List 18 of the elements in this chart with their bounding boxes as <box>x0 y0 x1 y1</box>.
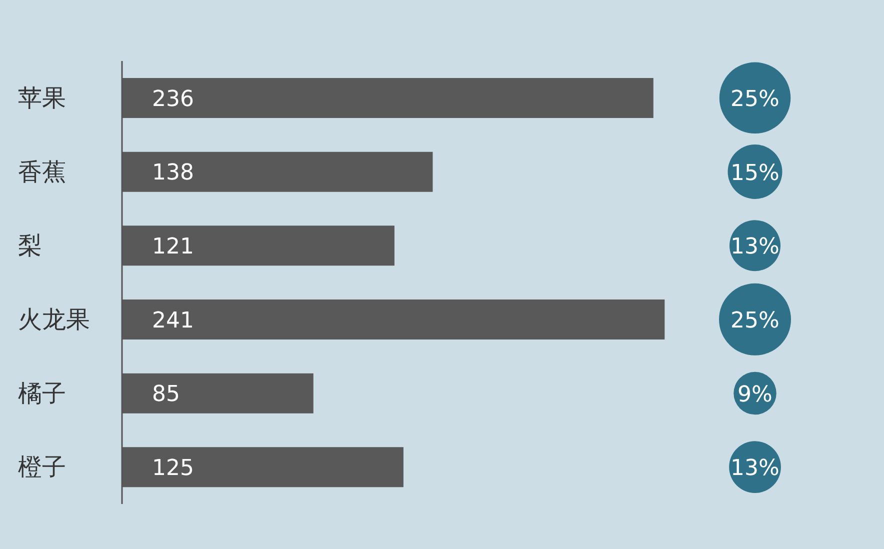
data-label: 125 <box>152 456 194 481</box>
y-tick-label: 梨 <box>18 232 42 260</box>
y-tick-label: 橘子 <box>18 379 66 408</box>
text: 25% <box>730 86 780 112</box>
y-tick-label: 橙子 <box>18 453 66 482</box>
text: 13% <box>730 456 780 482</box>
data-label: 85 <box>152 382 180 408</box>
data-label: 236 <box>152 86 194 112</box>
data-label: 121 <box>152 234 194 260</box>
text: 25% <box>730 308 780 334</box>
data-label: 138 <box>152 160 194 186</box>
y-tick-label: 香蕉 <box>18 158 66 186</box>
y-tick-label: 火龙果 <box>18 305 90 334</box>
data-label: 241 <box>152 308 194 334</box>
text: 15% <box>730 160 780 186</box>
y-tick-label: 苹果 <box>18 84 66 112</box>
text: 13% <box>730 234 780 260</box>
text: 9% <box>738 382 772 408</box>
